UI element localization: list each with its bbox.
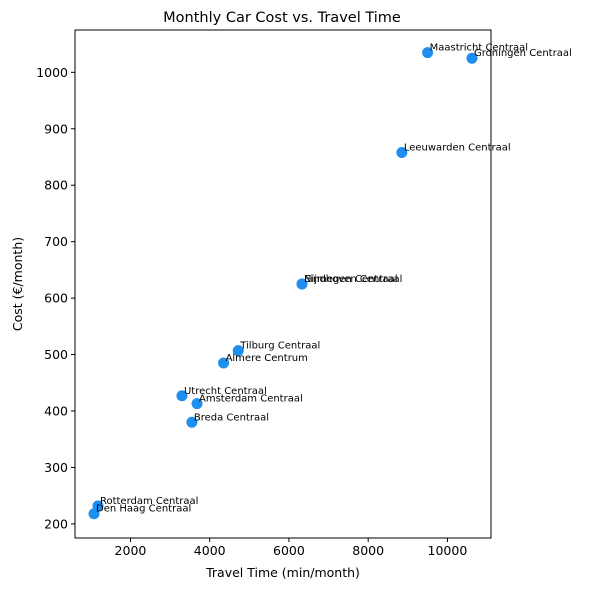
y-tick-label: 500 <box>44 347 68 362</box>
point-label: Tilburg Centraal <box>239 341 320 352</box>
point-label: Den Haag Centraal <box>96 504 191 515</box>
point-label: Almere Centrum <box>226 353 308 364</box>
point-label: Maastricht Centraal <box>430 43 528 54</box>
data-point <box>466 52 478 64</box>
y-tick-label: 900 <box>44 121 68 136</box>
x-tick-label: 8000 <box>352 543 384 558</box>
data-point <box>218 357 230 369</box>
point-label: Groningen Centraal <box>474 48 572 59</box>
point-label: Eindhoven Centraal <box>304 274 402 285</box>
x-tick-label: 2000 <box>115 543 147 558</box>
x-tick-label: 6000 <box>273 543 305 558</box>
data-point <box>232 345 244 357</box>
y-axis: 200 300 400 500 600 700 800 900 1000 <box>36 65 75 531</box>
point-label: Utrecht Centraal <box>184 386 267 397</box>
data-point <box>191 398 203 410</box>
chart-title: Monthly Car Cost vs. Travel Time <box>163 10 401 26</box>
data-point <box>186 416 198 428</box>
data-point <box>396 146 408 158</box>
y-axis-label: Cost (€/month) <box>10 237 25 331</box>
point-label: Rotterdam Centraal <box>100 496 198 507</box>
x-tick-label: 10000 <box>428 543 468 558</box>
y-tick-label: 400 <box>44 404 68 419</box>
data-point <box>176 390 188 402</box>
y-tick-label: 1000 <box>36 65 68 80</box>
y-tick-label: 300 <box>44 460 68 475</box>
x-axis: 2000 4000 6000 8000 10000 <box>115 538 468 558</box>
point-label: Breda Centraal <box>194 412 269 423</box>
y-tick-label: 200 <box>44 516 68 531</box>
point-label: Nijmegen Centraal <box>304 274 398 285</box>
point-label: Amsterdam Centraal <box>199 394 303 405</box>
data-point <box>296 278 308 290</box>
x-tick-label: 4000 <box>194 543 226 558</box>
x-axis-label: Travel Time (min/month) <box>205 565 360 580</box>
y-tick-label: 800 <box>44 178 68 193</box>
y-tick-label: 700 <box>44 234 68 249</box>
data-point <box>88 508 100 520</box>
data-point <box>422 47 434 59</box>
y-tick-label: 600 <box>44 291 68 306</box>
plot-area-frame <box>74 29 492 539</box>
data-points <box>88 47 478 520</box>
point-label: Leeuwarden Centraal <box>404 142 511 153</box>
